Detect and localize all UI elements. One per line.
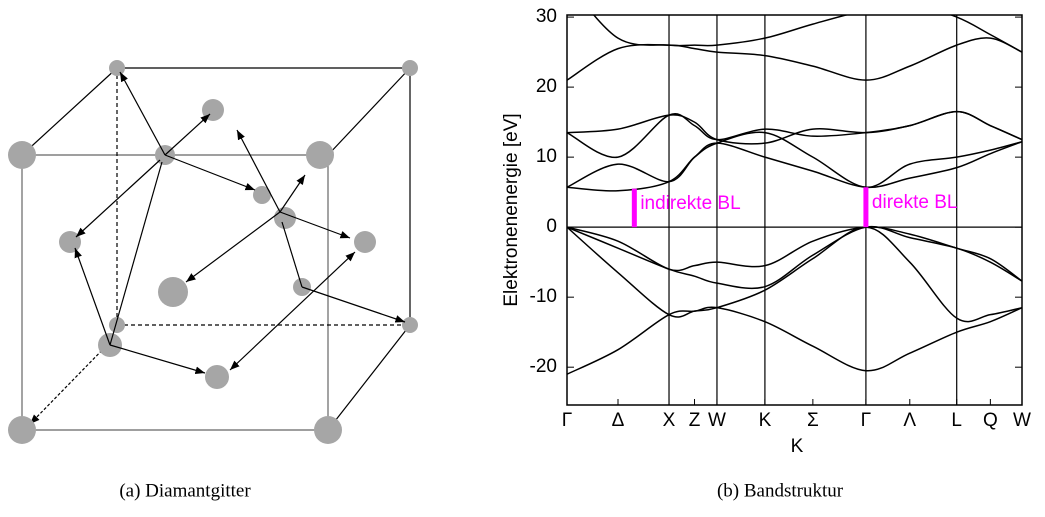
x-tick-label: Δ: [612, 410, 625, 431]
diamond-lattice: [8, 60, 418, 444]
y-tick-label: 30: [536, 6, 557, 27]
band: [567, 226, 1022, 323]
x-tick-label: Γ: [861, 410, 871, 431]
band: [567, 131, 1022, 188]
x-tick-label: W: [708, 410, 726, 431]
caption: (a) Diamantgitter: [119, 480, 251, 501]
y-tick-label: -20: [530, 356, 557, 377]
band: [567, 306, 1022, 375]
x-tick-label: X: [663, 410, 676, 431]
x-axis-label: K: [791, 436, 804, 457]
x-tick-label: W: [1013, 410, 1031, 431]
y-tick-label: 20: [536, 76, 557, 97]
band: [567, 226, 1022, 282]
y-tick-label: 0: [546, 216, 557, 237]
y-tick-label: 10: [536, 146, 557, 167]
y-axis-label: Elektronenenergie [eV]: [501, 113, 522, 306]
x-tick-label: Z: [689, 410, 701, 431]
y-tick-label: -10: [530, 286, 557, 307]
plot-area: [567, 15, 1022, 375]
band: [567, 141, 1022, 192]
x-tick-label: Σ: [807, 410, 819, 431]
x-tick-label: Q: [983, 410, 998, 431]
band: [567, 225, 1022, 290]
x-tick-label: L: [951, 410, 962, 431]
annotation: indirekte BL: [640, 193, 740, 214]
band: [592, 15, 1022, 53]
caption: (b) Bandstruktur: [717, 480, 844, 501]
x-tick-label: K: [759, 410, 772, 431]
x-tick-label: Γ: [562, 410, 572, 431]
x-tick-label: Λ: [903, 410, 916, 431]
annotation: direkte BL: [872, 192, 958, 213]
band: [567, 110, 1022, 145]
plot-frame: [566, 14, 1023, 406]
